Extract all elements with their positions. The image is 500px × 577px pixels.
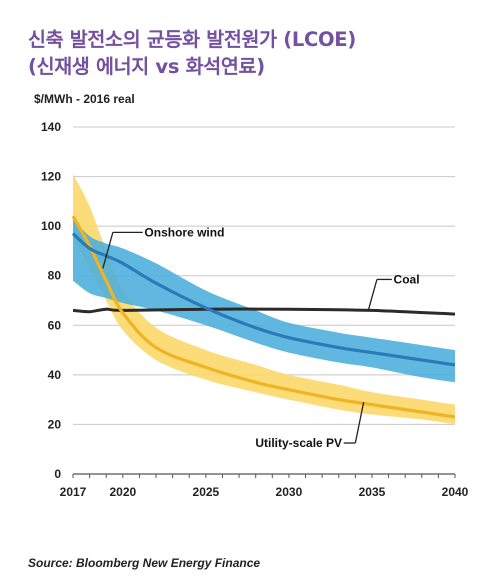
x-tick-label: 2040: [442, 485, 469, 499]
x-tick-label: 2017: [60, 485, 87, 499]
onshore-wind-annotation: Onshore wind: [144, 225, 224, 239]
chart-title: 신축 발전소의 균등화 발전원가 (LCOE) (신재생 에너지 vs 화석연료…: [28, 26, 356, 80]
y-tick-label: 120: [41, 170, 61, 184]
y-tick-label: 100: [41, 219, 61, 233]
x-tick-label: 2025: [193, 485, 220, 499]
x-tick-label: 2030: [276, 485, 303, 499]
chart-title-line-2: (신재생 에너지 vs 화석연료): [28, 55, 265, 78]
y-tick-label: 140: [41, 120, 61, 134]
x-tick-label: 2020: [109, 485, 136, 499]
y-tick-label: 0: [54, 467, 61, 481]
chart-title-line-1: 신축 발전소의 균등화 발전원가 (LCOE): [28, 28, 356, 51]
coal-annotation: Coal: [394, 272, 420, 286]
pv-uncertainty-band: [73, 174, 455, 425]
coal-line: [72, 307, 456, 316]
y-tick-label: 80: [48, 269, 62, 283]
onshore-wind-leader-line: [102, 232, 114, 269]
x-tick-label: 2035: [359, 485, 386, 499]
y-tick-label: 60: [48, 318, 62, 332]
y-axis-unit-label: $/MWh - 2016 real: [34, 92, 135, 106]
pv-leader-line: [354, 401, 365, 444]
onshore-wind-line: [71, 232, 456, 367]
y-tick-label: 20: [48, 417, 62, 431]
onshore-wind-uncertainty-band: [73, 218, 455, 383]
source-note: Source: Bloomberg New Energy Finance: [28, 556, 261, 570]
y-tick-label: 40: [48, 368, 62, 382]
utility-scale-pv-annotation: Utility-scale PV: [255, 436, 342, 450]
utility-scale-pv-line: [71, 215, 456, 419]
coal-leader-line: [368, 279, 378, 310]
